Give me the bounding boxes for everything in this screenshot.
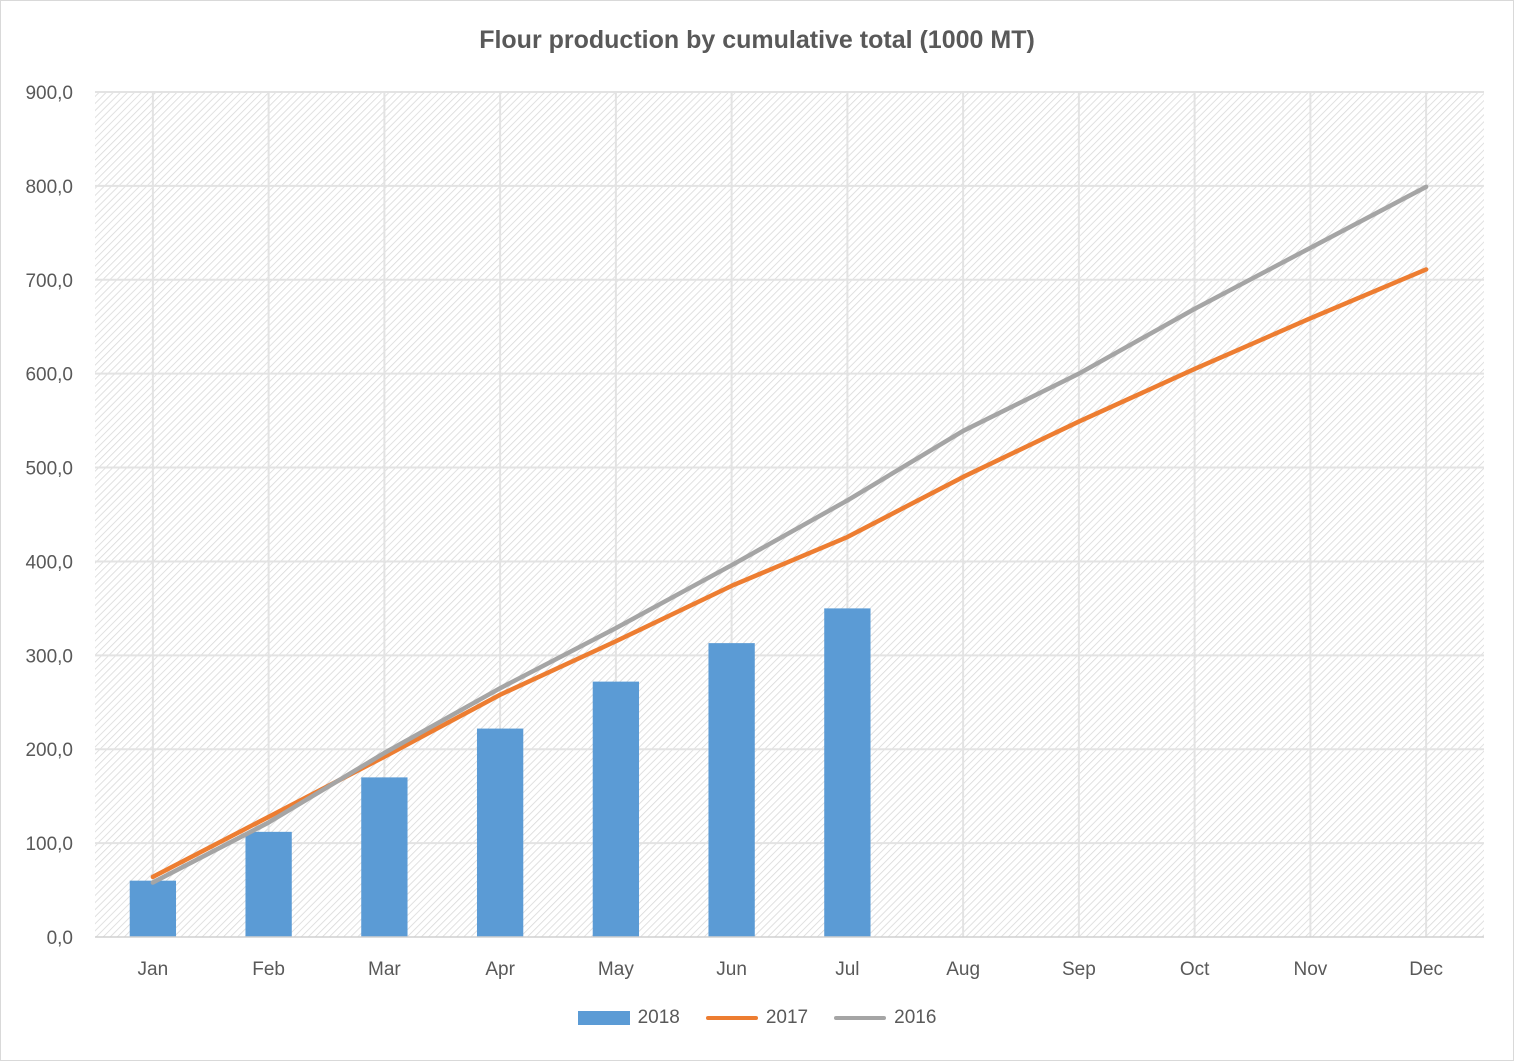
x-tick-label: Apr [485,959,515,980]
y-tick-label: 100,0 [25,834,73,855]
y-tick-label: 500,0 [25,459,73,480]
x-tick-label: Aug [946,959,980,980]
y-tick-label: 800,0 [25,177,73,198]
x-tick-label: Sep [1062,959,1096,980]
legend-label-2017: 2017 [765,1007,809,1028]
bar-2018-jul [824,608,871,937]
legend-swatch-2017 [705,1016,758,1020]
legend-label-2016: 2016 [894,1007,937,1028]
chart-legend: 2018 2017 2016 [0,1007,1514,1029]
x-tick-label: Dec [1409,959,1443,980]
x-tick-label: Nov [1293,959,1327,980]
y-tick-label: 200,0 [25,740,73,761]
x-tick-label: Oct [1180,959,1210,980]
bar-2018-mar [361,777,408,937]
x-tick-label: Feb [252,959,285,980]
y-tick-label: 300,0 [25,646,73,667]
y-tick-label: 600,0 [25,365,73,386]
legend-swatch-2018 [577,1011,630,1025]
legend-item-2016: 2016 [834,1007,936,1029]
legend-item-2018: 2018 [577,1007,680,1029]
bar-2018-may [592,681,640,937]
y-tick-label: 400,0 [25,552,73,573]
bar-2018-feb [245,831,292,937]
x-tick-label: Mar [368,959,401,980]
x-tick-label: Jun [716,959,747,980]
x-tick-label: Jul [835,959,859,980]
y-tick-label: 0,0 [47,928,73,949]
legend-swatch-2016 [834,1016,887,1020]
y-tick-label: 900,0 [25,83,73,104]
x-tick-label: May [598,959,634,980]
y-tick-label: 700,0 [25,271,73,292]
chart-title: Flour production by cumulative total (10… [479,26,1035,54]
legend-label-2018: 2018 [637,1007,680,1028]
legend-item-2017: 2017 [705,1007,809,1029]
bar-2018-jun [708,643,755,937]
bar-2018-apr [476,728,524,937]
plot-background [95,92,1484,937]
x-tick-label: Jan [138,959,169,980]
line-series-2016 [150,184,1429,885]
bar-2018-jan [129,880,177,937]
